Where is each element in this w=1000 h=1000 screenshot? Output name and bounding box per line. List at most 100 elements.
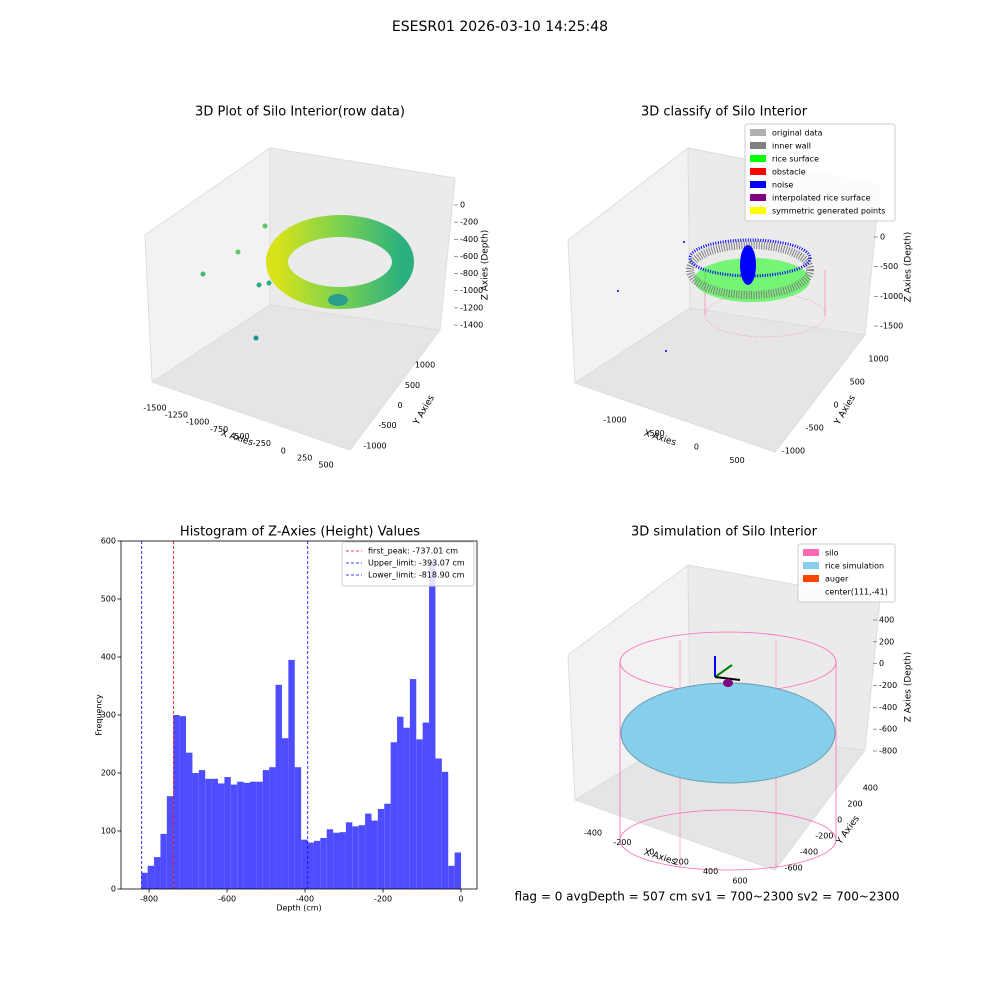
- z-tick-label: -800: [879, 746, 897, 755]
- bar: [192, 773, 199, 889]
- bar: [141, 872, 148, 889]
- x-tick-label: 200: [674, 857, 689, 866]
- z-tick-label: 200: [879, 637, 894, 646]
- x-tick-label: 250: [297, 453, 312, 462]
- bar: [249, 781, 257, 889]
- bar: [454, 852, 462, 889]
- bar: [422, 722, 430, 889]
- bar: [448, 865, 455, 889]
- bar: [275, 684, 282, 889]
- pane: [150, 304, 441, 451]
- y-tick-label: 1000: [868, 355, 888, 364]
- bar: [262, 770, 270, 889]
- bar: [269, 767, 276, 889]
- x-tick-label: -800: [140, 895, 158, 904]
- y-tick-label: 100: [101, 827, 116, 836]
- x-tick-label: 0: [281, 446, 286, 455]
- bar: [301, 839, 308, 889]
- legend-swatch: [750, 129, 766, 136]
- x-tick-label: 500: [318, 461, 333, 470]
- outlier: [253, 335, 259, 341]
- legend-label: auger: [825, 575, 849, 584]
- x-tick-label: -600: [218, 895, 236, 904]
- y-tick-label: 300: [101, 711, 116, 720]
- noise-point: [617, 290, 619, 292]
- y-tick-label: 1000: [415, 361, 435, 370]
- legend-swatch: [803, 575, 819, 582]
- bar: [307, 842, 314, 889]
- y-tick-label: 0: [837, 816, 842, 825]
- legend-label: rice simulation: [825, 562, 884, 571]
- x-tick-label: -750: [210, 425, 228, 434]
- z-tick-label: -600: [879, 725, 897, 734]
- z-tick-label: -200: [879, 681, 897, 690]
- z-tick-label: 0: [880, 233, 885, 242]
- bar: [160, 833, 167, 889]
- y-tick-label: 0: [111, 885, 116, 894]
- silo-bottom: [328, 294, 348, 306]
- legend-label: original data: [772, 129, 823, 138]
- bar: [390, 742, 398, 889]
- z-axis-label: Z Axies (Depth): [904, 652, 914, 723]
- legend-swatch: [803, 562, 819, 569]
- legend-swatch: [750, 194, 766, 201]
- legend-label: Upper_limit: -393.07 cm: [368, 559, 465, 568]
- y-tick-label: 600: [101, 537, 116, 546]
- z-tick-label: -200: [460, 218, 478, 227]
- bar: [365, 813, 372, 889]
- z-tick-label: -1000: [880, 292, 903, 301]
- outlier: [235, 249, 241, 255]
- chart-title: 3D Plot of Silo Interior(row data): [195, 105, 405, 120]
- y-tick-label: -1000: [363, 441, 386, 450]
- x-tick-label: -500: [231, 432, 249, 441]
- bar: [230, 784, 238, 889]
- outlier: [256, 282, 262, 288]
- y-tick-label: -1000: [782, 446, 805, 455]
- noise: [740, 245, 756, 285]
- z-axis-label: Z Axies (Depth): [481, 230, 491, 301]
- x-tick-label: -1000: [603, 415, 626, 424]
- y-tick-label: 400: [101, 653, 116, 662]
- z-tick-label: 400: [879, 616, 894, 625]
- pane: [573, 307, 866, 453]
- legend-label: rice surface: [772, 155, 819, 164]
- bar: [237, 781, 244, 889]
- bar: [358, 825, 366, 889]
- z-tick-label: -800: [460, 269, 478, 278]
- bar: [333, 832, 340, 889]
- y-tick-label: -600: [785, 864, 803, 873]
- y-tick-label: -200: [815, 832, 833, 841]
- point-cloud: [200, 215, 414, 341]
- noise-point: [683, 241, 685, 243]
- x-tick-label: 500: [729, 456, 744, 465]
- legend-swatch: [803, 549, 819, 556]
- chart-title: 3D classify of Silo Interior: [641, 105, 808, 120]
- x-tick-label: 0: [694, 443, 699, 452]
- x-tick-label: -200: [374, 895, 392, 904]
- y-tick-label: 0: [397, 401, 402, 410]
- outlier: [200, 271, 206, 277]
- legend-label: silo: [825, 549, 839, 558]
- bar: [339, 832, 346, 889]
- z-tick-label: 0: [879, 659, 884, 668]
- y-tick-label: -500: [806, 423, 824, 432]
- legend-label: interpolated rice surface: [772, 194, 870, 203]
- x-tick-label: 0: [649, 848, 654, 857]
- bar: [154, 857, 161, 889]
- bar: [377, 808, 385, 889]
- legend-label: center(111,-41): [825, 588, 888, 597]
- bar: [384, 803, 391, 889]
- x-axis-label: Depth (cm): [276, 904, 321, 913]
- outlier: [262, 223, 268, 229]
- bar: [352, 826, 359, 889]
- bar: [416, 739, 423, 889]
- auger: [723, 679, 733, 687]
- z-tick-label: -1000: [460, 286, 483, 295]
- bar: [205, 778, 212, 889]
- axis-arrow: [714, 664, 733, 678]
- y-tick-label: -500: [378, 421, 396, 430]
- bar: [224, 777, 231, 889]
- x-tick-label: -1250: [165, 411, 188, 420]
- bar: [186, 752, 193, 889]
